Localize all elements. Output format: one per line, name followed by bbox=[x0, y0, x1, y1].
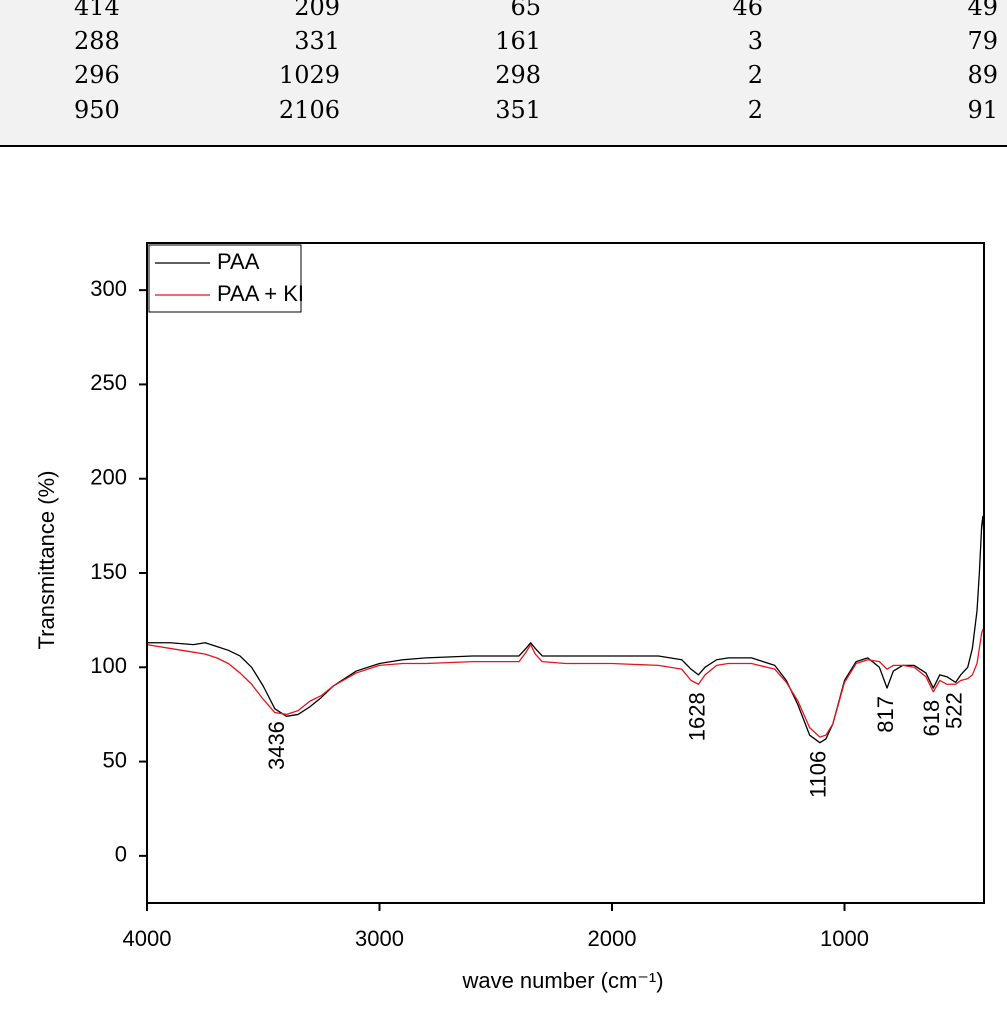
y-tick-label: 0 bbox=[115, 842, 127, 867]
table-cell: 91 bbox=[967, 96, 998, 124]
peak-annotation: 3436 bbox=[264, 721, 289, 770]
x-tick-label: 2000 bbox=[588, 926, 637, 951]
table-cell: 89 bbox=[967, 61, 998, 89]
legend-box bbox=[148, 244, 302, 313]
table-cell: 161 bbox=[495, 27, 541, 55]
table-cell: 414 bbox=[74, 0, 120, 21]
y-tick-label: 100 bbox=[90, 653, 127, 678]
table-cell: 331 bbox=[294, 27, 340, 55]
table-cell: 288 bbox=[74, 27, 120, 55]
series-line bbox=[146, 628, 985, 738]
plot-frame bbox=[146, 242, 985, 904]
x-tick-label: 3000 bbox=[355, 926, 404, 951]
table-cell: 950 bbox=[74, 96, 120, 124]
table: 414 209 65 46 49 288 331 161 3 79 296 1029 298 2 89 950… bbox=[0, 0, 1007, 147]
table-cell: 351 bbox=[495, 96, 541, 124]
table-cell: 296 bbox=[74, 61, 120, 89]
y-tick-label: 300 bbox=[90, 276, 127, 301]
table-cell: 65 bbox=[510, 0, 541, 21]
table-cell: 49 bbox=[967, 0, 998, 21]
table-cell: 79 bbox=[967, 27, 998, 55]
peak-annotation: 1628 bbox=[684, 692, 709, 741]
y-tick-label: 200 bbox=[90, 465, 127, 490]
peak-annotation: 618 bbox=[919, 700, 944, 737]
table-cell: 2 bbox=[747, 61, 763, 89]
peak-annotation: 817 bbox=[873, 696, 898, 733]
series-line bbox=[147, 515, 985, 744]
table-cell: 3 bbox=[747, 27, 763, 55]
y-tick-label: 250 bbox=[90, 370, 127, 395]
table-cell: 298 bbox=[495, 61, 541, 89]
x-tick-label: 4000 bbox=[123, 926, 172, 951]
peak-annotation: 522 bbox=[941, 692, 966, 729]
table-cell: 1029 bbox=[278, 61, 340, 89]
table-cell: 2 bbox=[747, 96, 763, 124]
y-tick-label: 50 bbox=[103, 747, 127, 772]
legend-label: PAA bbox=[217, 249, 260, 274]
x-tick-label: 1000 bbox=[820, 926, 869, 951]
y-tick-label: 150 bbox=[90, 559, 127, 584]
legend-label: PAA + KI bbox=[217, 281, 304, 306]
legend: PAA PAA + KI bbox=[148, 244, 304, 313]
table-cell: 209 bbox=[294, 0, 340, 21]
y-axis-label: Transmittance (%) bbox=[34, 471, 59, 650]
peak-annotation: 1106 bbox=[806, 751, 831, 798]
table-cell: 46 bbox=[732, 0, 763, 21]
table-cell: 2106 bbox=[278, 96, 340, 124]
x-axis-label: wave number (cm⁻¹) bbox=[461, 968, 663, 993]
